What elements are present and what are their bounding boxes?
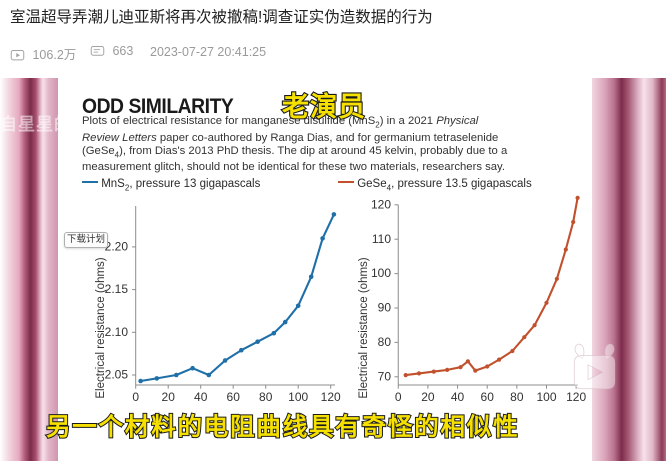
svg-text:110: 110 bbox=[372, 232, 391, 246]
svg-text:另一个材料的电阻曲线具有奇怪的相似性: 另一个材料的电阻曲线具有奇怪的相似性 bbox=[46, 412, 519, 441]
svg-text:100: 100 bbox=[371, 266, 391, 280]
svg-text:120: 120 bbox=[371, 197, 391, 211]
svg-text:80: 80 bbox=[510, 390, 524, 404]
svg-text:70: 70 bbox=[378, 369, 392, 383]
svg-text:90: 90 bbox=[378, 301, 392, 315]
svg-text:40: 40 bbox=[451, 390, 465, 404]
svg-text:0: 0 bbox=[395, 390, 402, 404]
svg-text:120: 120 bbox=[566, 390, 586, 404]
svg-text:80: 80 bbox=[378, 335, 392, 349]
svg-text:100: 100 bbox=[536, 390, 556, 404]
svg-text:Electrical resistance (ohms): Electrical resistance (ohms) bbox=[358, 257, 370, 398]
svg-text:60: 60 bbox=[481, 390, 495, 404]
svg-text:20: 20 bbox=[421, 390, 435, 404]
